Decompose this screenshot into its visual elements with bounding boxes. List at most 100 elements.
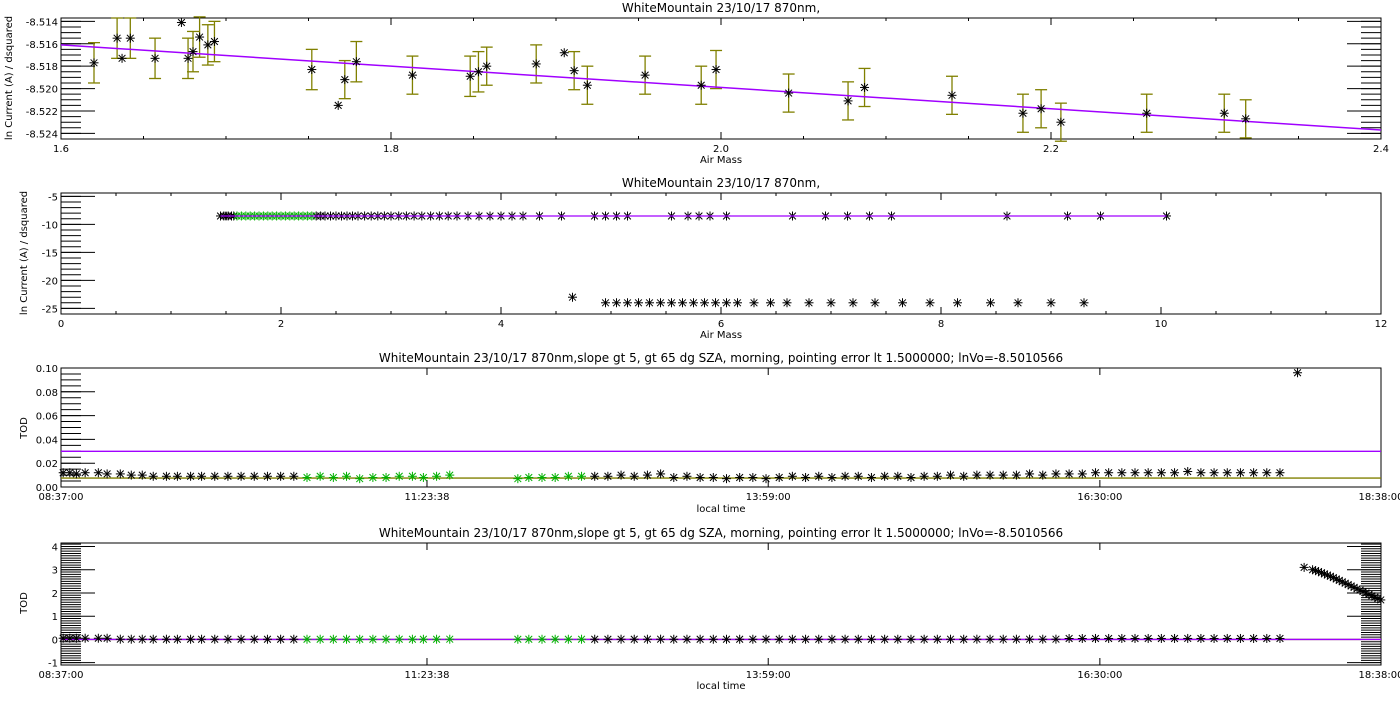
point-stroke: [801, 473, 810, 482]
point-stroke: [1197, 634, 1205, 643]
point-stroke: [560, 49, 568, 57]
data-point: [642, 470, 652, 480]
data-point: [445, 470, 455, 480]
point-stroke: [173, 472, 182, 481]
data-point: [893, 634, 903, 644]
point-stroke: [735, 473, 744, 482]
point-stroke: [750, 299, 758, 307]
point-stroke: [849, 299, 857, 307]
panel-airmass-zoom: WhiteMountain 23/10/17 870nm, Air Mass l…: [4, 1, 1389, 166]
data-point: [161, 634, 171, 644]
data-point: [482, 61, 492, 71]
point-stroke: [103, 470, 111, 478]
point-stroke: [1157, 468, 1166, 477]
point-stroke: [1183, 634, 1192, 643]
panel4-xlabel: local time: [696, 681, 745, 692]
point-stroke: [1197, 468, 1205, 477]
point-stroke: [237, 472, 245, 481]
x-tick-label: 2: [278, 319, 284, 330]
point-stroke: [678, 299, 687, 307]
point-stroke: [525, 635, 533, 643]
point-stroke: [1142, 109, 1151, 117]
point-stroke: [1144, 634, 1152, 643]
point-stroke: [722, 299, 731, 307]
point-stroke: [290, 635, 298, 643]
point-stroke: [1341, 579, 1349, 587]
data-point: [711, 298, 720, 308]
data-point: [985, 470, 995, 480]
point-stroke: [329, 635, 338, 643]
data-point: [236, 471, 246, 481]
point-stroke: [601, 299, 610, 307]
data-point: [1331, 574, 1341, 584]
data-point: [1013, 298, 1023, 308]
data-point: [1011, 634, 1021, 644]
point-stroke: [250, 472, 259, 481]
point-stroke: [926, 299, 934, 307]
point-stroke: [630, 472, 638, 481]
data-point: [577, 471, 587, 481]
data-point: [1104, 633, 1114, 643]
data-point: [826, 298, 836, 308]
data-point: [563, 471, 573, 481]
point-stroke: [290, 472, 298, 481]
point-stroke: [308, 65, 316, 74]
data-point: [1011, 470, 1021, 480]
data-point: [513, 474, 523, 484]
data-point: [669, 472, 679, 482]
point-stroke: [72, 470, 81, 478]
point-stroke: [1157, 634, 1166, 643]
data-point: [186, 634, 196, 644]
data-point: [1079, 298, 1089, 308]
data-point: [1156, 468, 1166, 478]
point-stroke: [1131, 468, 1139, 477]
point-stroke: [604, 472, 612, 481]
x-tick-label: 08:37:00: [39, 492, 84, 503]
data-point: [197, 471, 207, 481]
data-point: [827, 634, 837, 644]
point-stroke: [617, 471, 625, 479]
point-stroke: [482, 62, 491, 70]
data-point: [381, 472, 391, 482]
point-stroke: [733, 299, 742, 307]
point-stroke: [898, 299, 907, 307]
data-point: [531, 59, 541, 69]
point-stroke: [1377, 596, 1385, 604]
data-point: [695, 634, 705, 644]
data-point: [801, 472, 811, 482]
point-stroke: [1057, 118, 1065, 126]
point-stroke: [59, 634, 67, 642]
y-tick-label: -8.516: [26, 40, 58, 51]
point-stroke: [933, 635, 942, 643]
point-stroke: [801, 635, 810, 643]
data-point: [1209, 633, 1219, 643]
data-point: [880, 471, 890, 481]
data-point: [302, 472, 312, 482]
data-point: [117, 53, 127, 63]
data-point: [93, 633, 103, 643]
data-point: [328, 472, 338, 482]
data-point: [925, 298, 935, 308]
data-point: [959, 634, 969, 644]
point-stroke: [612, 299, 621, 307]
y-tick-label: 0: [52, 635, 58, 646]
point-stroke: [538, 635, 546, 643]
point-stroke: [564, 635, 573, 643]
point-stroke: [263, 635, 272, 643]
data-point: [333, 100, 343, 110]
point-stroke: [276, 635, 285, 643]
data-point: [774, 472, 784, 482]
data-point: [656, 634, 666, 644]
point-stroke: [1241, 115, 1250, 123]
data-point: [126, 634, 136, 644]
point-stroke: [408, 635, 417, 643]
point-stroke: [103, 634, 111, 642]
y-tick-label: -1: [48, 659, 58, 670]
data-point: [972, 470, 982, 480]
x-tick-label: 2.0: [713, 144, 729, 155]
data-point: [932, 634, 942, 644]
data-point: [102, 469, 112, 479]
data-point: [161, 471, 171, 481]
data-point: [1235, 633, 1245, 643]
point-stroke: [551, 473, 559, 482]
